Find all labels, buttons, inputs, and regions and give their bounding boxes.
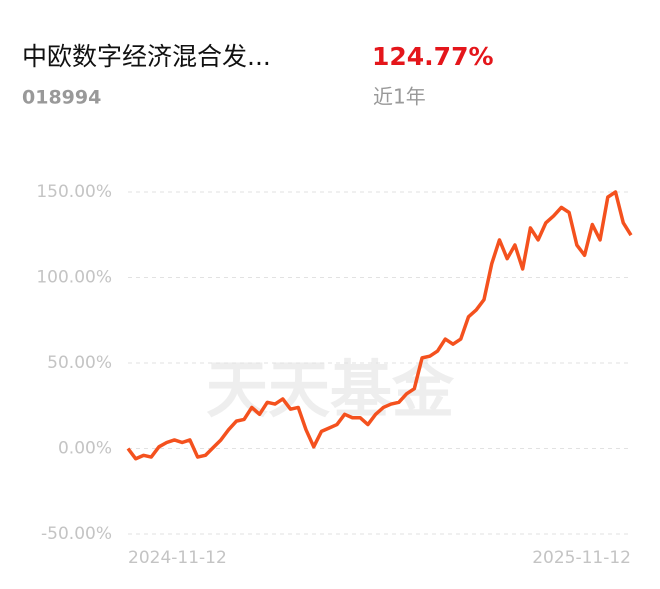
y-tick-label: -50.00% bbox=[41, 524, 112, 544]
y-tick-label: 150.00% bbox=[36, 182, 112, 202]
watermark: 天天基金 bbox=[206, 353, 455, 426]
fund-name: 中欧数字经济混合发... bbox=[22, 42, 271, 71]
line bbox=[126, 190, 633, 461]
fund-code: 018994 bbox=[22, 87, 101, 109]
x-tick-label: 2024-11-12 bbox=[128, 548, 227, 568]
y-tick-label: 100.00% bbox=[36, 268, 112, 288]
y-tick-label: 0.00% bbox=[58, 439, 112, 459]
y-tick-label: 50.00% bbox=[47, 353, 112, 373]
x-tick-label: 2025-11-12 bbox=[532, 548, 631, 568]
period: 近1年 bbox=[373, 85, 426, 109]
fund-return: 124.77% bbox=[372, 42, 494, 71]
